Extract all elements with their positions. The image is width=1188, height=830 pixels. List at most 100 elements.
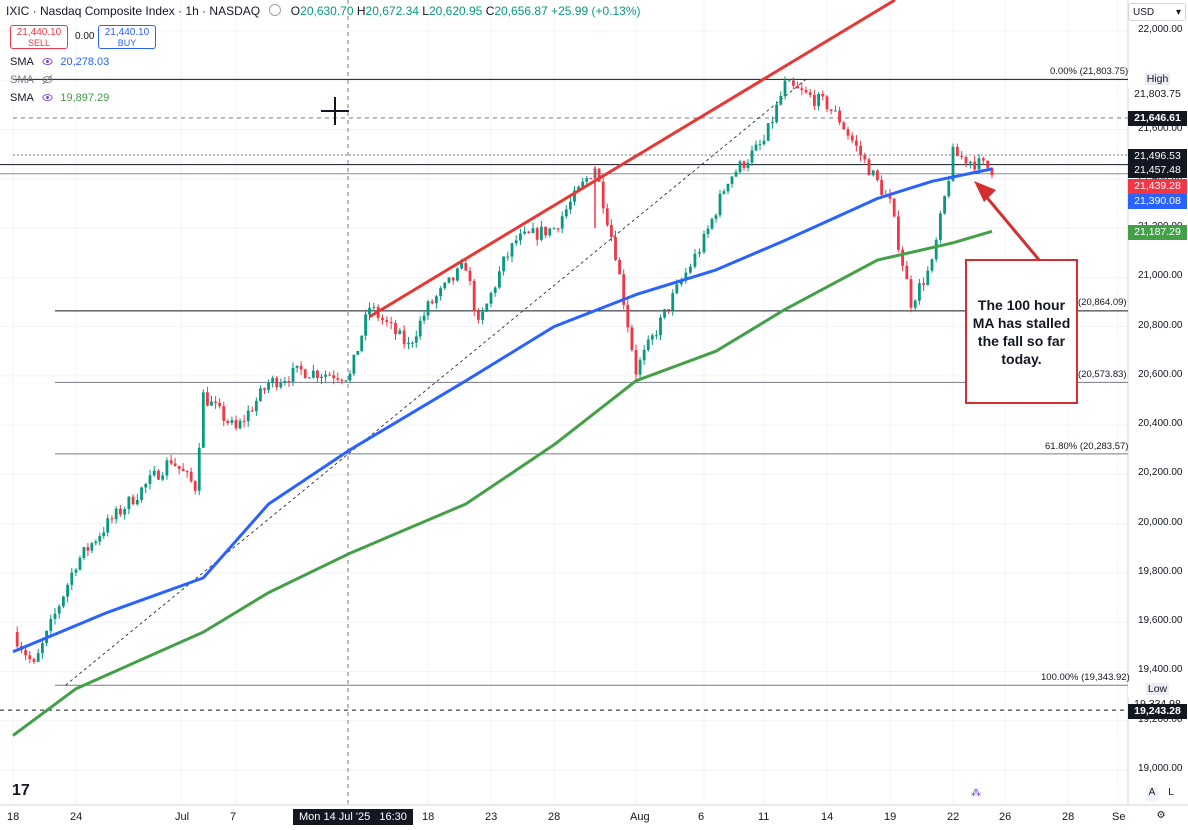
- candle-body: [679, 280, 683, 285]
- eye-icon[interactable]: [42, 56, 53, 67]
- candle-body: [222, 406, 226, 421]
- trendline: [368, 0, 896, 319]
- candle-body: [493, 287, 497, 293]
- candle-body: [804, 90, 808, 93]
- price-tag-1: 21,646.61: [1128, 111, 1187, 126]
- candle-body: [718, 193, 722, 216]
- candle-body: [372, 306, 376, 308]
- candle-body: [762, 140, 766, 145]
- sma-200-value: 19,897.29: [60, 92, 110, 104]
- annotation-box: The 100 hour MA has stalled the fall so …: [965, 259, 1078, 404]
- candle-body: [238, 420, 242, 429]
- y-tick-label: 19,000.00: [1138, 763, 1183, 774]
- candle-body: [352, 354, 356, 374]
- x-tick-label: 24: [70, 811, 83, 823]
- candle-body: [714, 215, 718, 219]
- candle-body: [456, 268, 459, 281]
- high-tag: High 21,803.75: [1128, 72, 1187, 100]
- y-tick-label: 19,600.00: [1138, 615, 1183, 627]
- candle-body: [581, 181, 585, 187]
- indicator-sma-200[interactable]: SMA 19,897.29: [10, 92, 110, 104]
- y-tick-label: 21,600.00: [1138, 122, 1183, 134]
- candle-body: [464, 263, 468, 271]
- candle-body: [165, 460, 169, 476]
- candle-body: [489, 292, 493, 304]
- candle-body: [356, 351, 360, 355]
- low-tag: Low 19,334.98: [1128, 682, 1187, 710]
- candle-body: [783, 80, 787, 97]
- candle-body: [287, 381, 291, 383]
- buy-button[interactable]: 21,440.10 BUY: [98, 25, 156, 49]
- symbol-title[interactable]: IXIC · Nasdaq Composite Index · 1h · NAS…: [6, 4, 261, 18]
- candle-body: [842, 122, 846, 130]
- candle-body: [161, 475, 165, 480]
- candle-body: [131, 496, 135, 505]
- tradingview-logo: 17: [12, 782, 30, 799]
- candle-body: [498, 271, 501, 288]
- candle-body: [41, 643, 44, 654]
- candle-body: [792, 80, 795, 86]
- fib-label-3: 61.80% (20,283.57): [1045, 441, 1129, 452]
- candle-body: [855, 140, 858, 146]
- candle-body: [859, 145, 862, 156]
- candle-body: [271, 377, 275, 383]
- candle-body: [918, 283, 921, 301]
- candle-body: [951, 146, 955, 182]
- sell-button[interactable]: 21,440.10 SELL: [10, 25, 68, 49]
- candle-body: [901, 249, 904, 266]
- candle-body: [402, 330, 406, 345]
- candle-body: [414, 336, 418, 343]
- candle-body: [821, 93, 825, 97]
- candle-body: [210, 401, 213, 406]
- candle-body: [939, 213, 942, 240]
- candle-body: [527, 231, 531, 234]
- currency-select[interactable]: USD ▾: [1128, 3, 1186, 21]
- x-tick-label: 22: [947, 811, 960, 823]
- chart-header: IXIC · Nasdaq Composite Index · 1h · NAS…: [6, 4, 641, 18]
- candle-body: [398, 330, 402, 335]
- candle-body: [348, 373, 352, 381]
- candle-body: [123, 509, 127, 515]
- candle-body: [389, 321, 393, 324]
- x-tick-label: Jul: [175, 811, 190, 823]
- auto-scale-button[interactable]: A: [1146, 787, 1158, 801]
- candle-body: [148, 475, 152, 484]
- candle-body: [888, 194, 892, 199]
- eye-icon[interactable]: [42, 92, 53, 103]
- candle-body: [706, 228, 710, 234]
- candle-body: [775, 104, 778, 123]
- candle-body: [78, 558, 82, 570]
- candle-body: [332, 375, 336, 379]
- calendar-event-icon[interactable]: ⁂: [971, 788, 981, 799]
- candle-body: [863, 155, 867, 160]
- candle-body: [779, 96, 783, 105]
- candle-body: [426, 301, 430, 316]
- candle-body: [36, 653, 40, 662]
- candle-body: [943, 196, 946, 214]
- candle-body: [193, 481, 197, 491]
- log-scale-button[interactable]: L: [1168, 787, 1174, 798]
- x-tick-label: 7: [230, 811, 237, 823]
- candle-body: [510, 243, 514, 257]
- indicator-sma-100[interactable]: SMA 20,278.03: [10, 56, 110, 68]
- candle-body: [144, 483, 148, 488]
- candle-body: [650, 335, 654, 340]
- candle-body: [15, 632, 19, 647]
- settings-gear-icon[interactable]: ⚙: [1156, 810, 1166, 821]
- x-tick-label: Se: [1112, 811, 1126, 823]
- candle-body: [787, 80, 791, 82]
- candle-body: [922, 283, 925, 285]
- candle-body: [800, 88, 804, 91]
- candle-body: [601, 181, 605, 209]
- candle-body: [675, 284, 679, 294]
- eye-off-icon[interactable]: [42, 74, 53, 85]
- candle-body: [934, 239, 938, 260]
- indicator-sma-hidden[interactable]: SMA: [10, 74, 57, 86]
- sma-200-line: [12, 229, 993, 737]
- close-value: 20,656.87: [494, 4, 548, 18]
- candle-body: [742, 161, 746, 168]
- candle-body: [514, 240, 518, 244]
- candle-body: [610, 224, 613, 237]
- annotation-arrow-head: [974, 181, 996, 202]
